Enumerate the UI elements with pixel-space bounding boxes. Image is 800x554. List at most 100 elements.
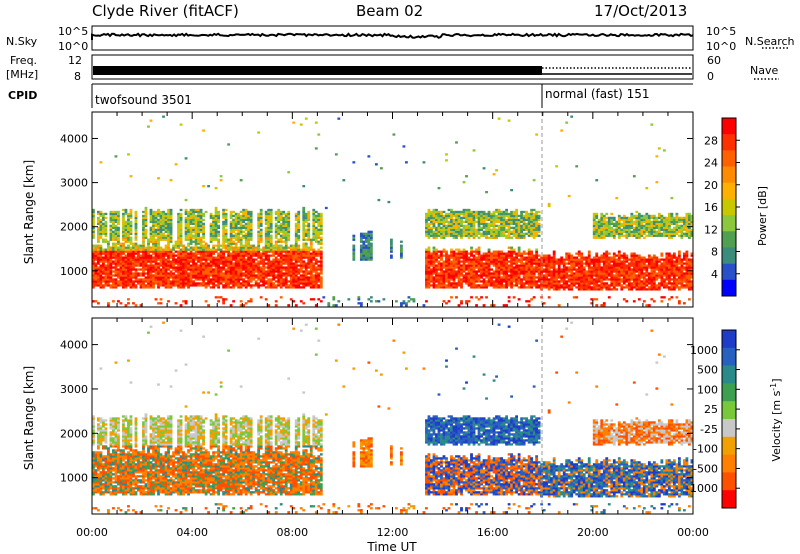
data-cell [425, 270, 428, 273]
data-cell [369, 244, 373, 247]
data-cell [269, 218, 273, 222]
data-cell [229, 220, 233, 224]
data-cell [127, 302, 130, 305]
data-cell [244, 262, 248, 265]
data-cell [247, 278, 251, 281]
data-cell [352, 248, 356, 251]
data-cell [257, 131, 261, 134]
data-cell [239, 300, 243, 303]
data-cell [294, 246, 298, 249]
data-cell [590, 282, 594, 285]
data-cell [247, 270, 251, 273]
data-cell [257, 234, 261, 237]
data-cell [537, 228, 541, 231]
data-cell [447, 208, 451, 212]
data-cell [202, 248, 205, 251]
data-cell [430, 220, 433, 224]
data-cell [515, 220, 518, 224]
data-cell [112, 210, 115, 214]
data-cell [425, 264, 428, 267]
data-cell [304, 216, 308, 220]
data-cell [307, 262, 311, 265]
data-cell [154, 224, 158, 228]
data-cell [287, 266, 291, 269]
data-cell [282, 218, 286, 222]
data-cell [264, 242, 268, 245]
data-cell [94, 272, 98, 275]
data-cell [535, 133, 539, 136]
data-cell [169, 232, 173, 235]
data-cell [319, 250, 323, 253]
data-cell [257, 214, 261, 218]
data-cell [127, 256, 130, 259]
data-cell [457, 282, 461, 285]
data-cell [312, 228, 316, 231]
data-cell [512, 230, 516, 233]
data-cell [500, 268, 503, 271]
data-cell [477, 248, 481, 251]
data-cell [149, 286, 153, 289]
data-cell [552, 254, 556, 257]
data-cell [517, 214, 521, 218]
data-cell [525, 228, 529, 231]
data-cell [237, 258, 241, 261]
data-cell [144, 216, 148, 220]
data-cell [159, 302, 163, 305]
data-cell [192, 276, 195, 279]
data-cell [297, 224, 301, 228]
data-cell [457, 266, 461, 269]
data-cell [289, 260, 293, 263]
data-cell [575, 286, 579, 289]
data-cell [229, 210, 233, 214]
data-cell [179, 232, 183, 235]
data-cell [237, 222, 241, 226]
data-cell [99, 258, 103, 261]
data-cell [497, 210, 501, 214]
data-cell [287, 218, 291, 222]
data-cell [274, 246, 278, 249]
data-cell [189, 220, 193, 224]
data-cell [242, 230, 246, 233]
data-cell [570, 284, 574, 287]
data-cell [282, 260, 286, 263]
data-cell [154, 250, 158, 253]
data-cell [247, 246, 251, 249]
data-cell [482, 286, 486, 289]
data-cell [122, 222, 125, 226]
data-cell [485, 270, 488, 273]
data-cell [402, 300, 406, 303]
data-cell [550, 258, 554, 261]
data-cell [167, 252, 170, 255]
data-cell [269, 212, 273, 216]
data-cell [242, 226, 246, 229]
data-cell [440, 270, 443, 273]
data-cell [117, 272, 120, 275]
data-cell [497, 226, 501, 229]
data-cell [124, 276, 128, 279]
data-cell [107, 280, 110, 283]
data-cell [597, 280, 601, 283]
data-cell [457, 270, 461, 273]
data-cell [279, 286, 283, 289]
data-cell [212, 232, 215, 235]
data-cell [475, 256, 478, 259]
data-cell [440, 264, 443, 267]
data-cell [129, 212, 133, 216]
data-cell [477, 260, 481, 263]
data-cell [202, 244, 205, 247]
data-cell [447, 256, 451, 259]
data-cell [500, 250, 503, 253]
data-cell [572, 256, 576, 259]
data-cell [512, 258, 516, 261]
data-cell [164, 270, 168, 273]
data-cell [157, 302, 160, 305]
data-cell [502, 260, 506, 263]
data-cell [129, 246, 133, 249]
data-cell [309, 238, 313, 241]
data-cell [472, 254, 476, 257]
data-cell [127, 230, 130, 233]
data-cell [307, 280, 311, 283]
data-cell [99, 284, 103, 287]
data-cell [472, 220, 476, 224]
data-cell [94, 246, 98, 249]
